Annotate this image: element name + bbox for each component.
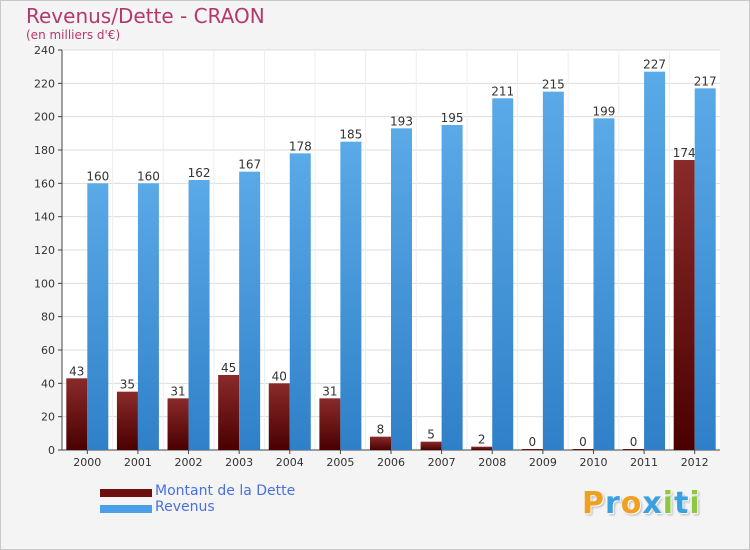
bar-revenus-2004 xyxy=(289,153,311,451)
y-tick-label: 60 xyxy=(41,344,55,357)
bar-dette-2006 xyxy=(370,436,391,450)
x-tick-label-2003: 2003 xyxy=(225,456,253,469)
bar-dette-2008 xyxy=(471,446,493,450)
bar-revenus-2010 xyxy=(593,118,615,450)
data-label-dette-2003: 45 xyxy=(221,361,236,375)
x-tick-label-2001: 2001 xyxy=(124,456,152,469)
bar-revenus-2008 xyxy=(492,98,514,450)
x-tick-label-2011: 2011 xyxy=(630,456,658,469)
legend-label-dette: Montant de la Dette xyxy=(155,483,296,499)
data-label-revenus-2004: 178 xyxy=(289,139,312,153)
y-tick-label: 80 xyxy=(41,311,55,324)
bar-revenus-2002 xyxy=(188,180,210,450)
bar-revenus-2007 xyxy=(441,125,463,450)
data-label-dette-2011: 0 xyxy=(630,435,638,449)
data-label-revenus-2009: 215 xyxy=(542,78,565,92)
x-tick-label-2000: 2000 xyxy=(73,456,101,469)
data-label-revenus-2000: 160 xyxy=(86,169,109,183)
x-tick-label-2008: 2008 xyxy=(478,456,506,469)
bar-dette-2010 xyxy=(572,449,594,450)
data-label-dette-2010: 0 xyxy=(579,435,587,449)
bar-revenus-2006 xyxy=(391,128,412,451)
x-tick-label-2006: 2006 xyxy=(377,456,405,469)
y-tick-label: 20 xyxy=(41,411,55,424)
y-tick-label: 120 xyxy=(34,244,55,257)
data-label-revenus-2003: 167 xyxy=(238,158,261,172)
y-tick-label: 240 xyxy=(34,44,55,57)
legend-swatch-revenus xyxy=(100,505,152,513)
chart-title: Revenus/Dette - CRAON xyxy=(26,4,265,28)
y-tick-label: 100 xyxy=(34,277,55,290)
y-tick-label: 0 xyxy=(48,444,55,457)
data-label-revenus-2006: 193 xyxy=(390,114,413,128)
data-label-revenus-2011: 227 xyxy=(643,58,666,72)
data-label-dette-2002: 31 xyxy=(170,384,185,398)
data-label-dette-2009: 0 xyxy=(529,435,537,449)
data-label-revenus-2012: 217 xyxy=(694,74,717,88)
x-tick-label-2005: 2005 xyxy=(326,456,354,469)
bar-dette-2003 xyxy=(218,375,240,450)
data-label-dette-2000: 43 xyxy=(69,364,84,378)
data-label-revenus-2001: 160 xyxy=(137,169,160,183)
data-label-dette-2005: 31 xyxy=(322,384,337,398)
bar-dette-2009 xyxy=(521,449,543,450)
data-label-dette-2012: 174 xyxy=(673,146,696,160)
y-tick-label: 160 xyxy=(34,177,55,190)
y-tick-label: 220 xyxy=(34,77,55,90)
data-label-dette-2001: 35 xyxy=(120,378,135,392)
chart-subtitle: (en milliers d'€) xyxy=(26,28,121,42)
bar-revenus-2011 xyxy=(644,71,666,451)
bar-revenus-2012 xyxy=(694,88,716,450)
legend-label-revenus: Revenus xyxy=(155,499,215,515)
y-tick-label: 40 xyxy=(41,377,55,390)
y-tick-label: 180 xyxy=(34,144,55,157)
bar-revenus-2009 xyxy=(542,91,564,451)
bar-dette-2005 xyxy=(319,398,341,450)
proxiti-logo: Proxiti xyxy=(582,486,701,521)
legend-swatch-dette xyxy=(100,489,152,497)
bar-revenus-2001 xyxy=(137,183,159,451)
data-label-dette-2008: 2 xyxy=(478,433,486,447)
bar-dette-2011 xyxy=(623,449,645,450)
data-label-dette-2004: 40 xyxy=(272,369,287,383)
x-tick-label-2012: 2012 xyxy=(681,456,709,469)
x-tick-label-2007: 2007 xyxy=(428,456,456,469)
y-tick-label: 140 xyxy=(34,211,55,224)
x-tick-label-2002: 2002 xyxy=(175,456,203,469)
data-label-revenus-2010: 199 xyxy=(593,104,616,118)
x-tick-label-2010: 2010 xyxy=(579,456,607,469)
bar-dette-2001 xyxy=(116,391,138,450)
bar-revenus-2005 xyxy=(340,141,362,450)
x-tick-label-2004: 2004 xyxy=(276,456,304,469)
data-label-revenus-2007: 195 xyxy=(441,111,464,125)
bar-dette-2007 xyxy=(420,441,442,450)
data-label-revenus-2008: 211 xyxy=(491,84,514,98)
data-label-revenus-2002: 162 xyxy=(188,166,211,180)
data-label-dette-2006: 8 xyxy=(377,423,385,437)
bar-revenus-2000 xyxy=(87,183,109,451)
y-tick-label: 200 xyxy=(34,111,55,124)
bar-dette-2002 xyxy=(167,398,189,450)
bar-revenus-2003 xyxy=(239,171,261,450)
data-label-dette-2007: 5 xyxy=(427,428,435,442)
data-label-revenus-2005: 185 xyxy=(339,128,362,142)
bar-dette-2012 xyxy=(673,160,695,450)
x-tick-label-2009: 2009 xyxy=(529,456,557,469)
bar-dette-2000 xyxy=(66,378,88,450)
bar-dette-2004 xyxy=(268,383,290,450)
